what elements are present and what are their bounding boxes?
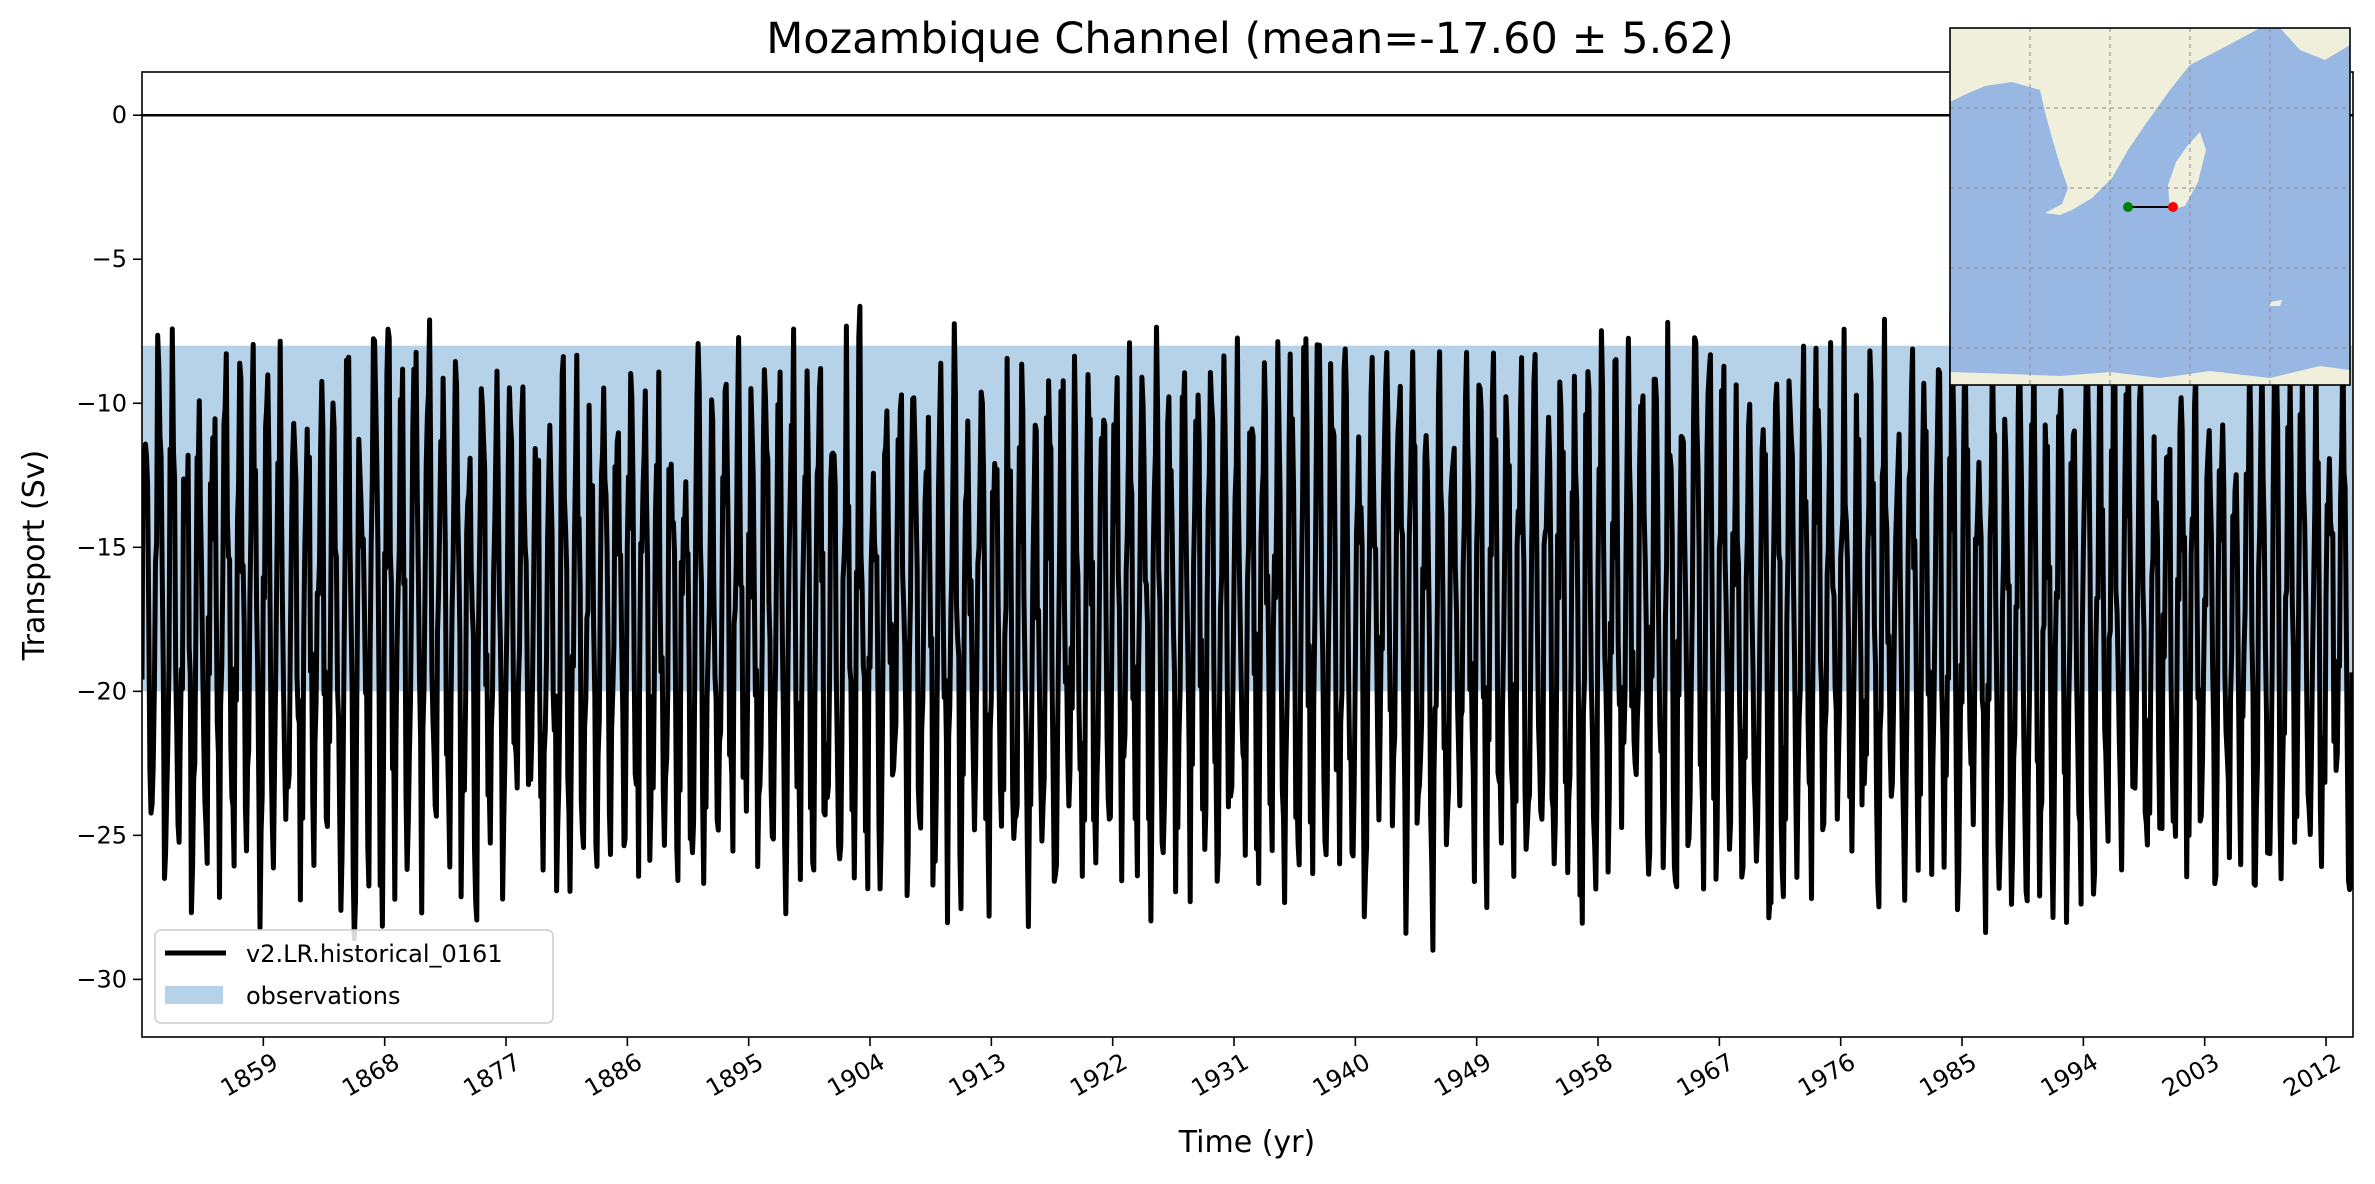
y-tick-label: 0 [112,101,127,129]
x-axis-label: Time (yr) [1178,1125,1315,1160]
map-africa-land [1950,28,2260,215]
y-tick-label: −30 [76,965,127,993]
chart-title: Mozambique Channel (mean=-17.60 ± 5.62) [766,14,1734,64]
map-section-start-marker [2123,202,2133,212]
legend-observations-label: observations [246,982,400,1010]
plot-frame [141,71,2354,1038]
legend-series-label: v2.LR.historical_0161 [246,940,503,968]
y-tick-label: −5 [92,245,127,273]
map-section-end-marker [2168,202,2178,212]
y-tick-label: −15 [76,533,127,561]
y-axis-label: Transport (Sv) [17,450,52,662]
map-gridlines [1950,28,2350,385]
legend-observations-swatch [165,986,223,1004]
y-tick-label: −20 [76,677,127,705]
map-madagascar-land [2168,132,2206,210]
y-tick-label: −25 [76,821,127,849]
map-small-island [2270,300,2282,306]
map-antarctica-land [1950,366,2350,385]
inset-map [1949,27,2351,386]
inset-map-frame [1949,27,2351,386]
series-line [142,303,2353,953]
y-axis-ticks: 0 −5 −10 −15 −20 −25 −30 [76,101,142,993]
legend: v2.LR.historical_0161 observations [154,929,554,1024]
legend-frame [154,929,554,1024]
y-tick-label: −10 [76,389,127,417]
map-arabia-land [2280,28,2350,60]
